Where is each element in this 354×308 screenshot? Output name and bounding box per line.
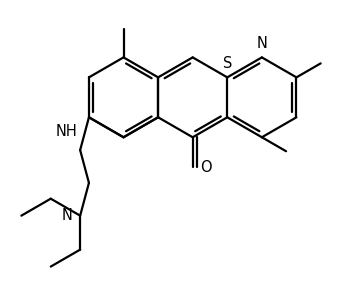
- Text: O: O: [200, 160, 211, 175]
- Text: N: N: [62, 208, 73, 223]
- Text: N: N: [256, 36, 267, 51]
- Text: S: S: [223, 55, 232, 71]
- Text: NH: NH: [56, 124, 78, 139]
